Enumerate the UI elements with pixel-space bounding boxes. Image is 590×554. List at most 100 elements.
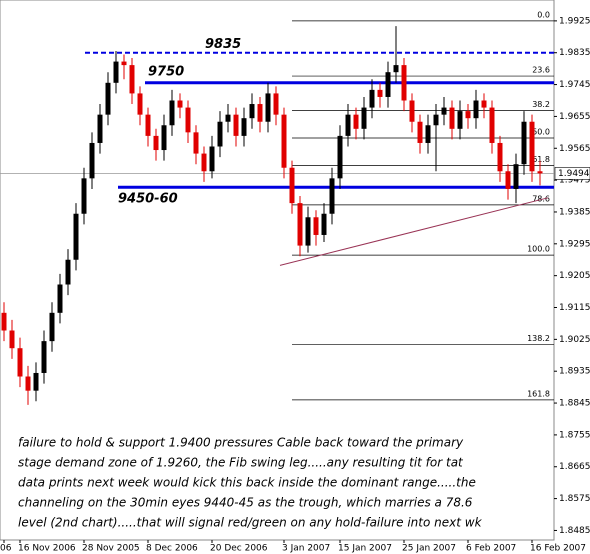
candle-body [113, 61, 119, 83]
candle-body [57, 284, 63, 313]
candle-body [417, 121, 423, 143]
candle-body [41, 341, 47, 373]
candle-body [225, 114, 231, 122]
fib-label: 138.2 [527, 334, 550, 343]
candle-body [177, 100, 183, 108]
annotation: failure to hold & support 1.9400 pressur… [18, 436, 483, 530]
y-tick-label: 1.9655 [559, 112, 590, 122]
annotation-line: channeling on the 30min eyes 9440-45 as … [18, 496, 473, 510]
fib-label: 0.0 [537, 10, 550, 19]
candle-body [33, 372, 39, 391]
annotation-line: data prints next week would kick this ba… [18, 476, 476, 490]
candle-body [265, 93, 271, 122]
candle-body [473, 100, 479, 119]
candle-body [401, 65, 407, 101]
candle-body [425, 125, 431, 143]
candle-body [193, 132, 199, 154]
candle-body [49, 312, 55, 342]
candle-body [449, 107, 455, 129]
candle-body [257, 104, 263, 122]
candle-body [233, 114, 239, 136]
x-tick-label: 06 [0, 544, 12, 554]
plot-area [0, 0, 555, 541]
candle-body [81, 178, 87, 214]
candle-body [105, 82, 111, 115]
candle-body [9, 330, 15, 349]
y-tick-label: 1.9385 [559, 207, 590, 217]
candle-body [377, 89, 383, 97]
candle-body [121, 61, 127, 66]
x-tick-label: 20 Dec 2006 [210, 544, 268, 554]
fib-label: 38.2 [532, 100, 550, 109]
level-label: 9835 [205, 37, 241, 52]
annotation-line: stage demand zone of 1.9260, the Fib swi… [18, 456, 464, 470]
candle-body [129, 65, 135, 94]
y-tick-label: 1.9925 [559, 16, 590, 26]
candle-body [73, 213, 79, 260]
x-tick-label: 6 Feb 2007 [466, 544, 516, 554]
x-tick-label: 25 Jan 2007 [402, 544, 456, 554]
candle-body [25, 376, 31, 391]
candle-body [465, 111, 471, 119]
x-tick-label: 3 Jan 2007 [282, 544, 330, 554]
y-tick-label: 1.9475 [559, 176, 590, 186]
candle-body [537, 171, 543, 174]
candle-body [185, 107, 191, 133]
candle-body [273, 93, 279, 115]
candle-body [305, 217, 311, 246]
candle-body [137, 93, 143, 115]
y-tick-label: 1.9295 [559, 239, 590, 249]
candle-body [361, 107, 367, 129]
candle-body [489, 107, 495, 143]
candle-body [313, 217, 319, 235]
candle-body [441, 107, 447, 115]
y-tick-label: 1.8935 [559, 367, 590, 377]
y-tick-label: 1.9115 [559, 303, 590, 313]
candle-body [529, 121, 535, 172]
candle-body [513, 164, 519, 189]
x-tick-label: 15 Jan 2007 [338, 544, 392, 554]
candle-body [385, 72, 391, 97]
candle-body [409, 100, 415, 122]
y-tick-label: 1.9835 [559, 48, 590, 58]
y-tick-label: 1.8575 [559, 494, 590, 504]
candle-body [89, 142, 95, 179]
y-tick-label: 1.9025 [559, 335, 590, 345]
candle-body [353, 114, 359, 129]
x-tick-label: 16 Feb 2007 [530, 544, 586, 554]
candle-body [97, 114, 103, 143]
candle-body [481, 100, 487, 108]
y-tick-label: 1.8845 [559, 399, 590, 409]
candle-body [433, 114, 439, 126]
y-tick-label: 1.9565 [559, 144, 590, 154]
candle-body [457, 111, 463, 129]
y-tick-label: 1.8485 [559, 526, 590, 536]
candle-body [297, 203, 303, 246]
x-tick-label: 16 Nov 2006 [18, 544, 76, 554]
fib-label: 61.8 [532, 155, 550, 164]
y-tick-label: 1.9205 [559, 271, 590, 281]
x-tick-label: 28 Nov 2005 [82, 544, 140, 554]
y-tick-label: 1.9745 [559, 80, 590, 90]
candle-body [241, 118, 247, 136]
candle-body [281, 114, 287, 168]
annotation-line: level (2nd chart).....that will signal r… [18, 516, 483, 530]
fib-label: 50.0 [532, 128, 550, 137]
annotation-line: failure to hold & support 1.9400 pressur… [18, 436, 464, 450]
fib-label: 23.6 [532, 66, 550, 75]
candle-body [505, 171, 511, 189]
candle-body [217, 121, 223, 147]
candle-body [145, 114, 151, 136]
candle-body [209, 146, 215, 172]
candle-body [169, 100, 175, 126]
candle-body [1, 312, 7, 331]
candle-body [345, 114, 351, 136]
candle-body [393, 65, 399, 73]
y-tick-label: 1.8755 [559, 430, 590, 440]
candle-body [497, 142, 503, 172]
y-tick-label: 1.8665 [559, 462, 590, 472]
fib-label: 78.6 [532, 194, 550, 203]
level-label: 9750 [148, 64, 184, 79]
candle-body [65, 259, 71, 285]
